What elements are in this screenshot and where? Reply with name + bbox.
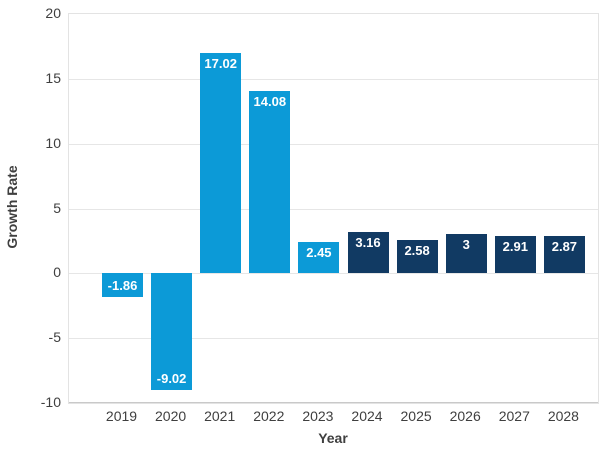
bar: 2.45 xyxy=(298,241,340,274)
x-tick-label: 2024 xyxy=(351,408,383,424)
x-axis-title: Year xyxy=(318,430,348,446)
bar: -9.02 xyxy=(151,273,193,391)
plot-area: -1.86 -9.02 17.02 14.08 2.45 3.16 2.58 3 2.91 2.8… xyxy=(68,13,599,404)
y-tick-label: 20 xyxy=(45,5,61,21)
x-tick-label: 2027 xyxy=(498,408,530,424)
bar-value-label: 3 xyxy=(462,237,470,253)
bar: 3 xyxy=(445,234,487,274)
bar: 2.91 xyxy=(494,235,536,274)
y-tick-label: 10 xyxy=(45,135,61,151)
bar-value-label: 2.91 xyxy=(502,238,528,254)
bar: -1.86 xyxy=(102,273,143,298)
bar: 2.58 xyxy=(396,239,438,274)
y-tick-label: 5 xyxy=(53,200,61,216)
bar: 17.02 xyxy=(200,52,242,274)
gridline xyxy=(69,273,598,274)
x-tick-label: 2020 xyxy=(155,408,187,424)
x-tick-label: 2028 xyxy=(547,408,579,424)
bar-value-label: -1.86 xyxy=(107,278,138,294)
y-tick-label: 0 xyxy=(53,264,61,280)
x-tick-label: 2023 xyxy=(302,408,334,424)
bar-value-label: 2.87 xyxy=(551,239,578,255)
bar: 14.08 xyxy=(249,90,291,274)
x-tick-label: 2026 xyxy=(449,408,481,424)
y-tick-label: -5 xyxy=(48,329,61,345)
bar: 3.16 xyxy=(347,232,389,274)
bar-value-label: 17.02 xyxy=(204,55,237,71)
bar-value-label: -9.02 xyxy=(156,371,187,387)
x-tick-label: 2019 xyxy=(105,408,138,424)
x-tick-label: 2021 xyxy=(204,408,236,424)
bar-value-label: 3.16 xyxy=(355,235,381,251)
y-tick-label: 15 xyxy=(45,70,61,86)
gridline xyxy=(69,209,598,210)
x-tick-label: 2025 xyxy=(400,408,432,424)
x-axis-line xyxy=(69,402,598,403)
gridline xyxy=(69,338,598,339)
x-tick-label: 2022 xyxy=(253,408,285,424)
bar-value-label: 2.58 xyxy=(404,242,430,258)
bar-value-label: 2.45 xyxy=(306,244,332,260)
y-tick-label: -10 xyxy=(40,394,61,410)
gridline xyxy=(69,144,598,145)
bar-value-label: 14.08 xyxy=(253,93,287,109)
gridline xyxy=(69,79,598,80)
bar: 2.87 xyxy=(543,236,585,274)
